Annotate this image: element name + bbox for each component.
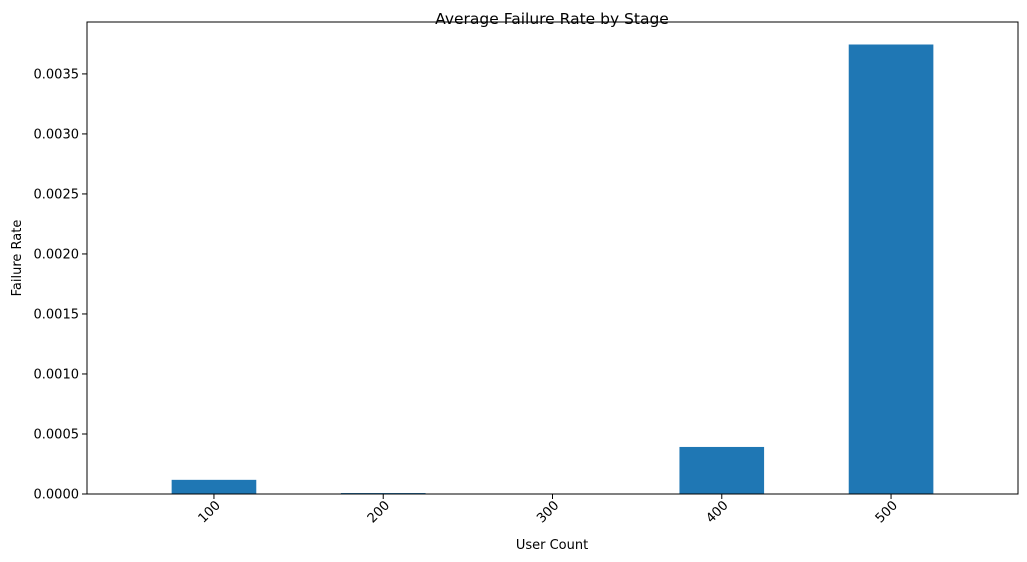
bar-100 — [171, 479, 257, 494]
y-tick-label: 0.0020 — [34, 247, 80, 262]
x-tick-label: 300 — [534, 498, 562, 526]
y-tick-label: 0.0010 — [34, 367, 80, 382]
x-tick-label: 500 — [873, 498, 901, 526]
x-tick-label: 200 — [365, 498, 393, 526]
y-tick-label: 0.0025 — [34, 187, 80, 202]
x-axis-ticks: 100 200 300 400 500 — [196, 494, 901, 526]
bar-500 — [848, 44, 934, 494]
y-axis-label: Failure Rate — [10, 220, 25, 297]
y-tick-label: 0.0030 — [34, 127, 80, 142]
y-tick-label: 0.0035 — [34, 67, 80, 82]
x-tick-label: 400 — [703, 498, 731, 526]
bar-400 — [679, 446, 765, 494]
bars-group — [171, 44, 934, 494]
chart-title: Average Failure Rate by Stage — [435, 10, 669, 28]
y-tick-label: 0.0000 — [34, 488, 80, 503]
x-tick-label: 100 — [196, 498, 224, 526]
x-axis-label: User Count — [516, 538, 588, 553]
y-tick-label: 0.0005 — [34, 427, 80, 442]
y-axis-ticks: 0.0000 0.0005 0.0010 0.0015 0.0020 0.0025 0.00… — [34, 67, 87, 503]
plot-frame — [86, 21, 1019, 495]
y-tick-label: 0.0015 — [34, 307, 80, 322]
